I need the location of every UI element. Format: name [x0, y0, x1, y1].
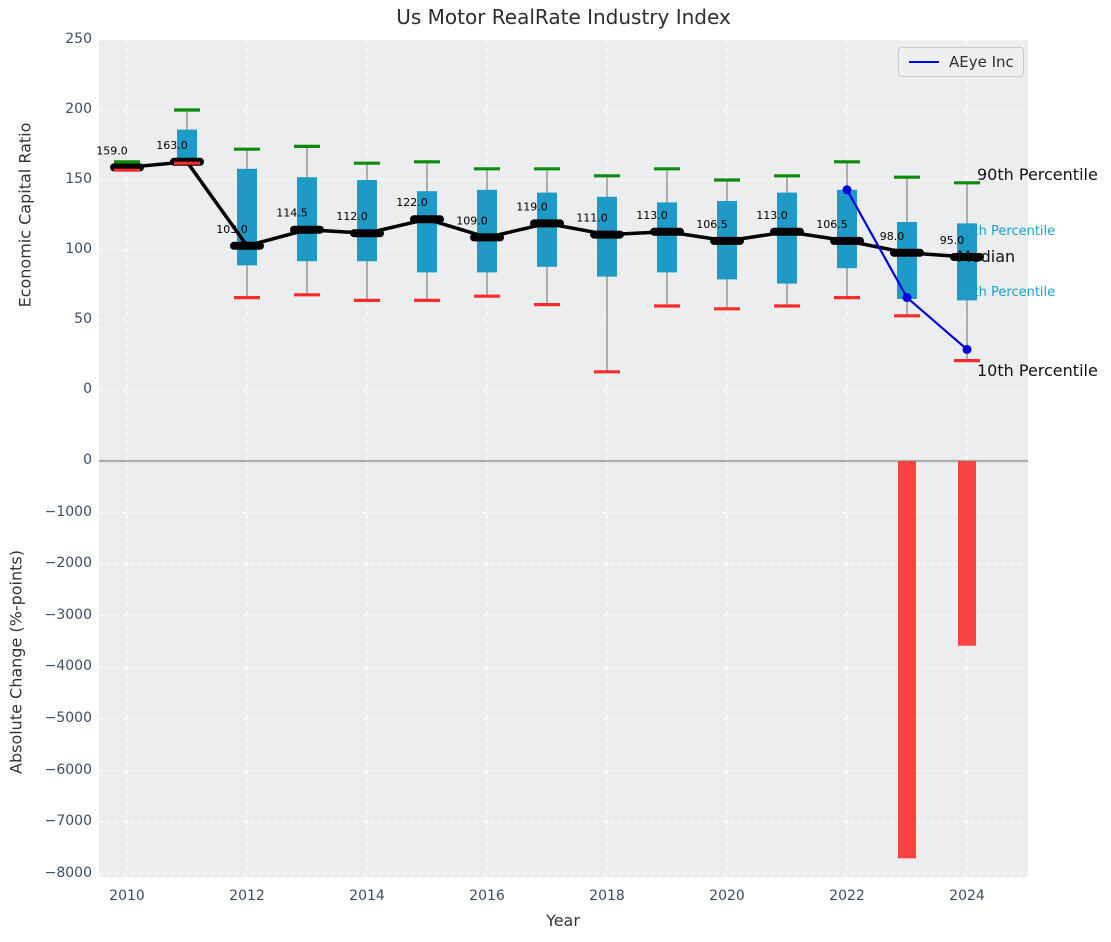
- median-marker-2024: [950, 253, 984, 261]
- median-value-label-2010: 159.0: [96, 144, 128, 157]
- box-2017: [537, 192, 557, 267]
- legend-series-label: AEye Inc: [949, 53, 1014, 71]
- overlay-point-2023: [902, 293, 912, 303]
- median-marker-2013: [290, 225, 324, 234]
- box-2024: [957, 223, 977, 301]
- change-bar-2024: [958, 461, 976, 646]
- median-value-label-2017: 119.0: [516, 200, 548, 213]
- median-marker-2019: [650, 227, 684, 236]
- median-value-label-2013: 114.5: [276, 207, 308, 220]
- box-2022: [837, 189, 857, 269]
- median-value-label-2015: 122.0: [396, 196, 428, 209]
- median-marker-2022: [830, 236, 864, 245]
- xtick-2014: 2014: [349, 888, 385, 904]
- annotation-median: Median: [957, 247, 1016, 266]
- box-2012: [237, 168, 257, 266]
- median-value-label-2023: 98.0: [880, 230, 905, 243]
- bottom-ytick-0: 0: [83, 452, 92, 468]
- boxplot-canvas: 159.0 163.0 103.0 114.5 112.0 122.0 109.0 119.0…: [96, 39, 1028, 459]
- median-value-label-2012: 103.0: [216, 223, 248, 236]
- median-marker-2023: [890, 248, 924, 257]
- bottom-ytick--4000: −4000: [44, 658, 92, 675]
- legend-line-sample-icon: [909, 61, 939, 63]
- median-value-label-2024: 95.0: [940, 234, 965, 247]
- median-marker-2018: [590, 230, 624, 239]
- median-value-label-2021: 113.0: [756, 209, 788, 222]
- box-2011: [177, 129, 197, 162]
- median-marker-2016: [470, 233, 504, 242]
- box-2014: [357, 180, 377, 262]
- top-ytick-0: 0: [83, 381, 92, 397]
- median-value-label-2014: 112.0: [336, 210, 368, 223]
- box-2021: [777, 192, 797, 284]
- top-ytick-50: 50: [74, 311, 92, 327]
- change-bar-2023: [898, 461, 916, 859]
- bottom-plot-area: [99, 459, 1028, 877]
- bottom-ytick--2000: −2000: [44, 555, 92, 572]
- bottom-ytick--8000: −8000: [44, 864, 92, 881]
- xtick-2010: 2010: [109, 888, 145, 904]
- x-axis-label: Year: [546, 911, 580, 930]
- median-marker-2017: [530, 219, 564, 228]
- overlay-point-2022: [842, 185, 852, 195]
- annotation-25th-percentile: 25th Percentile: [957, 285, 1056, 300]
- xtick-2024: 2024: [949, 888, 985, 904]
- median-value-label-2018: 111.0: [576, 212, 608, 225]
- median-value-label-2019: 113.0: [636, 209, 668, 222]
- xtick-2020: 2020: [709, 888, 745, 904]
- xtick-2018: 2018: [589, 888, 625, 904]
- median-value-label-2022: 106.5: [816, 218, 848, 231]
- box-2023: [897, 222, 917, 299]
- median-marker-2015: [410, 215, 444, 224]
- box-2019: [657, 202, 677, 273]
- top-y-axis-label: Economic Capital Ratio: [15, 122, 35, 308]
- bottom-ytick--7000: −7000: [44, 813, 92, 830]
- median-marker-2021: [770, 227, 804, 236]
- box-2013: [297, 177, 317, 262]
- xtick-2012: 2012: [229, 888, 265, 904]
- top-ytick-100: 100: [65, 241, 92, 257]
- box-2016: [477, 189, 497, 273]
- bottom-ytick--1000: −1000: [44, 503, 92, 520]
- bottom-ytick--3000: −3000: [44, 606, 92, 623]
- bar-canvas: [99, 459, 1028, 877]
- median-value-label-2020: 106.5: [696, 218, 728, 231]
- annotation-75th-percentile: 75th Percentile: [957, 224, 1056, 239]
- xtick-2016: 2016: [469, 888, 505, 904]
- annotation-10th-percentile: 10th Percentile: [977, 361, 1098, 380]
- legend: AEye Inc: [898, 47, 1024, 77]
- bottom-y-axis-label: Absolute Change (%-points): [6, 550, 26, 774]
- annotation-90th-percentile: 90th Percentile: [977, 165, 1098, 184]
- bottom-ytick--6000: −6000: [44, 761, 92, 778]
- median-value-label-2016: 109.0: [456, 214, 488, 227]
- top-plot-area: 159.0 163.0 103.0 114.5 112.0 122.0 109.0 119.0…: [96, 39, 1028, 459]
- median-value-label-2011: 163.0: [156, 139, 188, 152]
- bottom-ytick--5000: −5000: [44, 710, 92, 726]
- median-marker-2014: [350, 229, 384, 238]
- xtick-2022: 2022: [829, 888, 865, 904]
- top-ytick-150: 150: [65, 171, 92, 187]
- overlay-point-2024: [962, 344, 972, 354]
- median-marker-2012: [230, 241, 264, 250]
- top-ytick-200: 200: [65, 101, 92, 117]
- box-2015: [417, 191, 437, 273]
- median-marker-2020: [710, 236, 744, 245]
- chart-title: Us Motor RealRate Industry Index: [396, 5, 731, 29]
- top-ytick-250: 250: [65, 31, 92, 47]
